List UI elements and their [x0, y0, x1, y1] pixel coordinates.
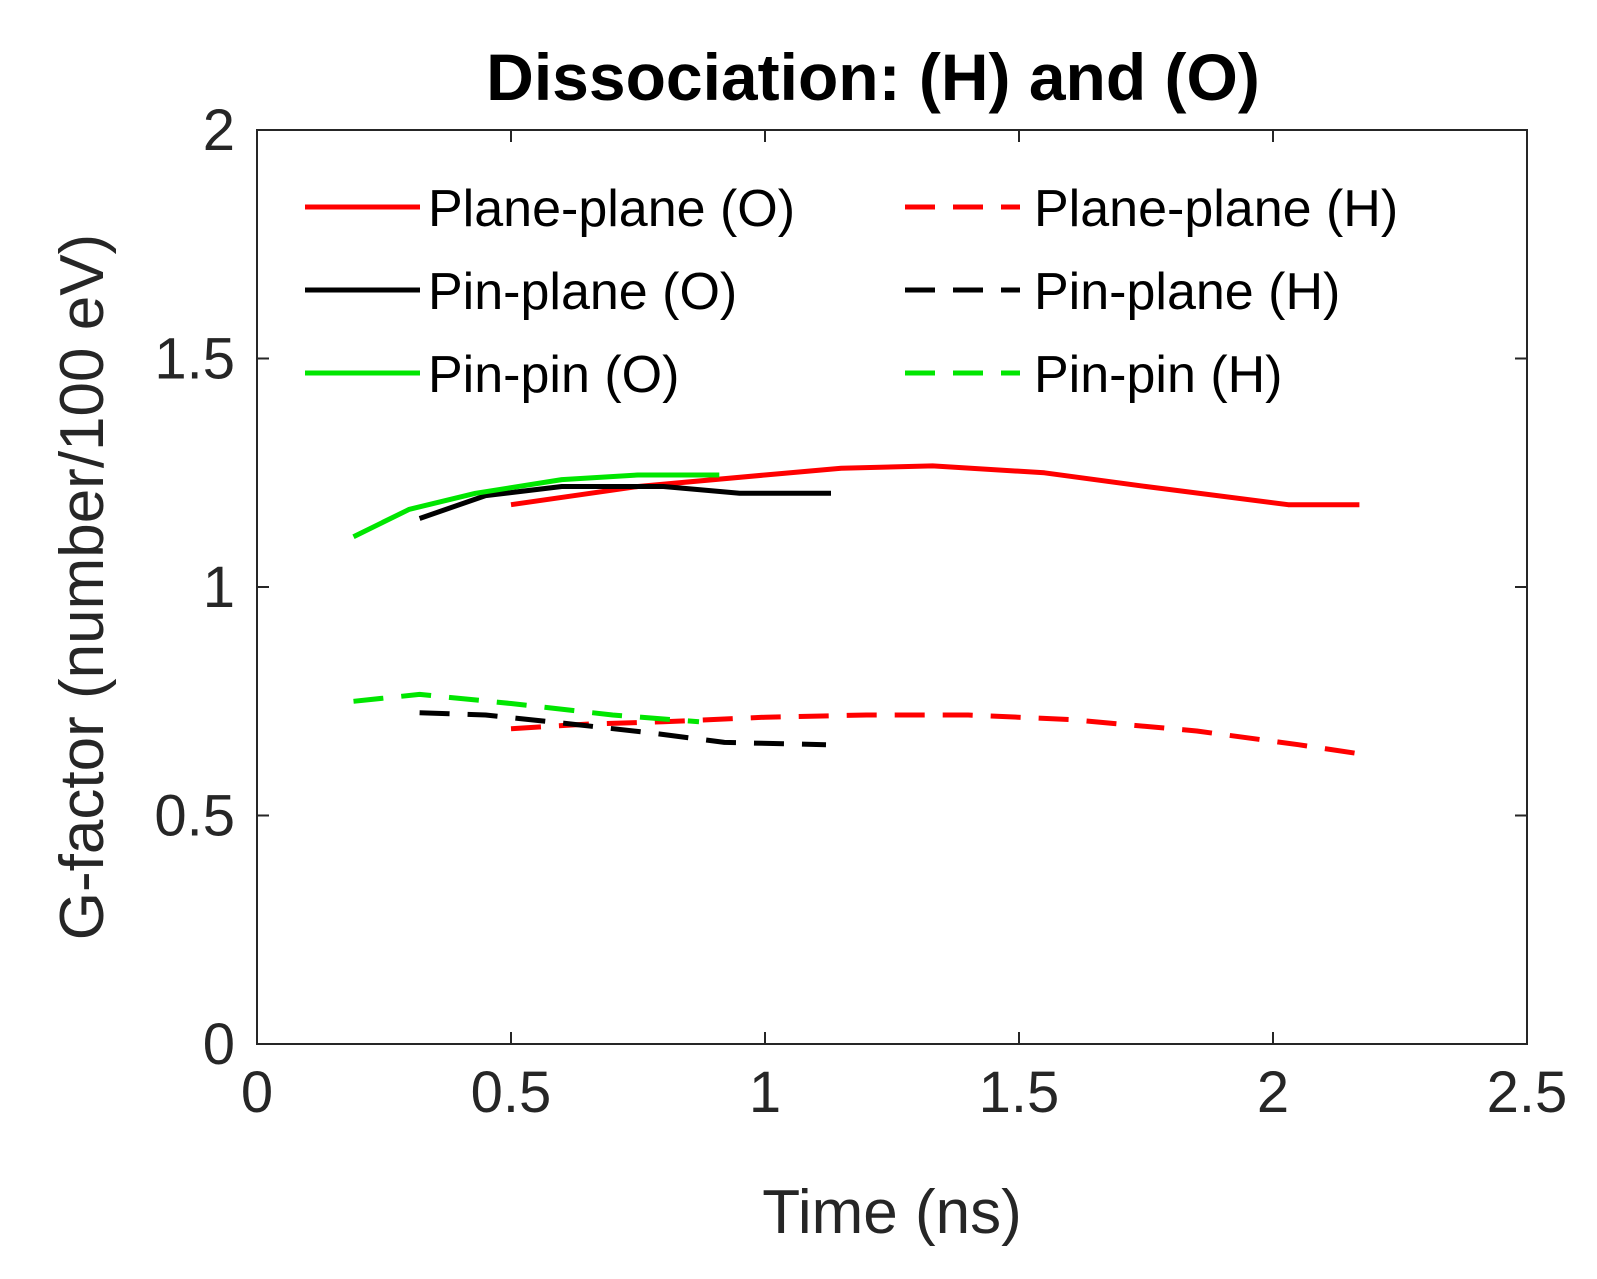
x-tick-label: 0.5 — [471, 1060, 552, 1125]
x-axis-label: Time (ns) — [762, 1178, 1021, 1247]
y-tick-label: 0.5 — [154, 784, 235, 849]
x-tick-label: 1.5 — [979, 1060, 1060, 1125]
y-tick-label: 0 — [203, 1012, 235, 1077]
series-line-2 — [352, 472, 720, 539]
series-line-4 — [419, 710, 827, 748]
chart-title: Dissociation: (H) and (O) — [486, 40, 1260, 114]
legend-label-pin-pin-o: Pin-pin (O) — [428, 346, 679, 404]
x-tick-label: 1 — [749, 1060, 781, 1125]
x-tick-label: 0 — [241, 1060, 273, 1125]
legend-label-pin-plane-h: Pin-plane (H) — [1034, 263, 1340, 321]
y-tick-label: 1.5 — [154, 327, 235, 392]
y-tick-label: 2 — [203, 98, 235, 163]
legend-label-plane-plane-o: Plane-plane (O) — [428, 180, 795, 238]
series-line-3 — [510, 712, 1360, 757]
series-group — [352, 463, 1360, 757]
legend-label-pin-plane-o: Pin-plane (O) — [428, 263, 737, 321]
ticks-group: 0 0.5 1 1.5 2 2.5 0 0.5 1 1.5 2 — [154, 98, 1567, 1125]
legend-label-pin-pin-h: Pin-pin (H) — [1034, 346, 1283, 404]
y-tick-label: 1 — [203, 555, 235, 620]
legend: Plane-plane (O) Pin-plane (O) Pin-pin (O… — [305, 180, 1398, 404]
x-tick-label: 2.5 — [1487, 1060, 1568, 1125]
series-line-0 — [510, 463, 1360, 508]
series-line-5 — [353, 691, 700, 725]
series-line-1 — [418, 484, 831, 521]
legend-label-plane-plane-h: Plane-plane (H) — [1034, 180, 1398, 238]
y-axis-label: G-factor (number/100 eV) — [48, 234, 117, 940]
x-tick-label: 2 — [1257, 1060, 1289, 1125]
